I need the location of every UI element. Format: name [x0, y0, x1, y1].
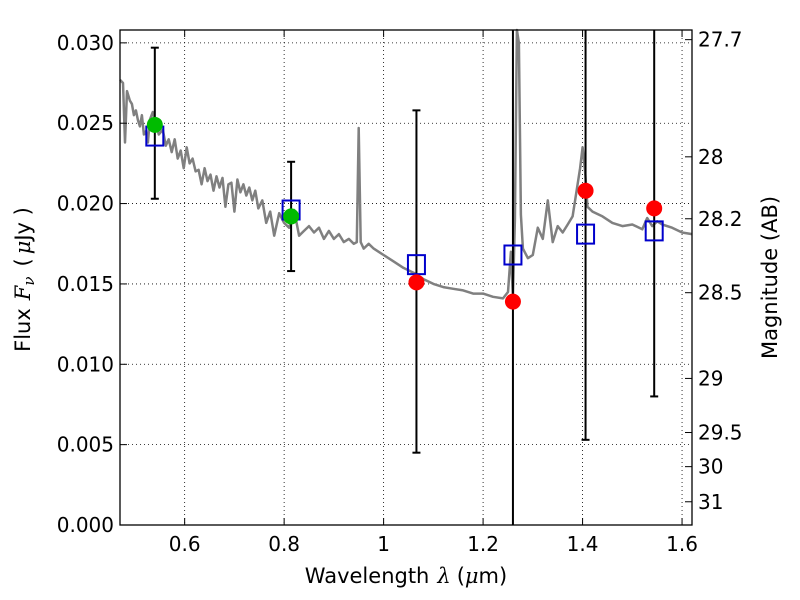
y-tick-label: 0.030: [57, 31, 114, 55]
y-tick-label: 0.010: [57, 352, 114, 376]
y-tick-label: 0.005: [57, 433, 114, 457]
y-tick-label: 0.025: [57, 111, 114, 135]
grid-lines: [120, 30, 692, 526]
axis-ticks: 0.6 0.8 1 1.2 1.4 1.6 0.000 0.005 0.010 0.015 0.02…: [57, 28, 743, 556]
y-tick-label: 0.015: [57, 272, 114, 296]
y2-tick-label: 29.5: [698, 421, 743, 445]
plot-frame: [119, 29, 693, 526]
upper-limit-flux-point: [577, 182, 594, 199]
model-photometry-square: [503, 244, 523, 266]
model-photometry-square: [644, 220, 664, 242]
upper-limit-flux-point: [646, 200, 663, 217]
x-tick-label: 1: [377, 532, 390, 556]
x-tick-label: 1.4: [567, 532, 599, 556]
y-axis-label: FluxFν(μJy ): [11, 207, 38, 352]
y2-tick-label: 29: [698, 366, 723, 390]
detected-flux-point: [146, 116, 163, 133]
y-tick-label: 0.020: [57, 192, 114, 216]
model-sed-line: [119, 28, 693, 300]
y2-tick-label: 28: [698, 145, 723, 169]
y2-tick-label: 28.5: [698, 281, 743, 305]
detected-flux-point: [283, 208, 300, 225]
error-bars: [150, 30, 659, 525]
upper-limit-flux-point: [504, 293, 521, 310]
model-photometry-square: [576, 223, 596, 245]
model-photometry-square: [406, 254, 426, 276]
upper-limit-flux-point: [408, 274, 425, 291]
x-axis-label: Wavelength λ (μm): [305, 564, 507, 588]
x-tick-label: 1.2: [467, 532, 499, 556]
y2-tick-label: 31: [698, 490, 723, 514]
y2-tick-label: 28.2: [698, 207, 743, 231]
y2-tick-label: 27.7: [698, 28, 743, 52]
x-tick-label: 0.6: [169, 532, 201, 556]
model-spectrum: [119, 28, 693, 300]
x-tick-label: 1.6: [666, 532, 698, 556]
y2-tick-label: 30: [698, 455, 723, 479]
y-tick-label: 0.000: [57, 513, 114, 537]
x-tick-label: 0.8: [268, 532, 300, 556]
right-axis-label: Magnitude (AB): [758, 196, 782, 359]
data-points: [145, 116, 664, 310]
